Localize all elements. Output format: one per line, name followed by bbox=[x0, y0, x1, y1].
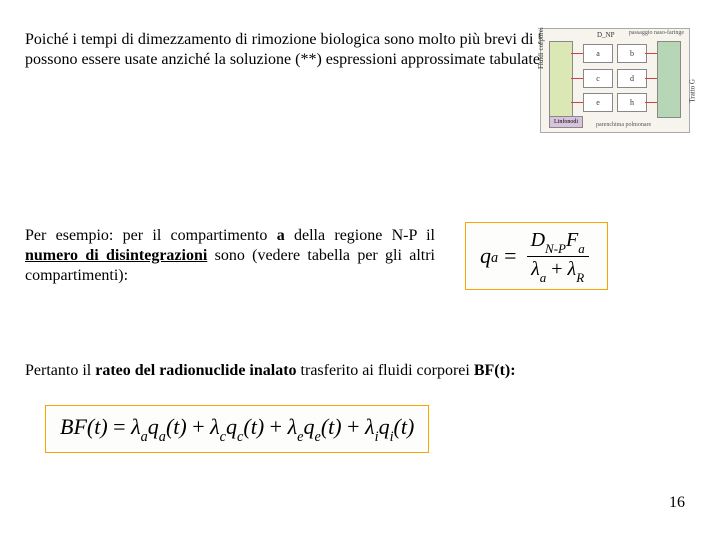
diagram-cell-c: c bbox=[583, 69, 613, 88]
para2-mid1: della regione N-P il bbox=[285, 227, 435, 244]
example-row: Per esempio: per il compartimento a dell… bbox=[25, 210, 695, 302]
f1-qa-sub: a bbox=[491, 250, 498, 267]
para3-bf: BF(t): bbox=[474, 362, 516, 379]
f1-eq: = bbox=[504, 243, 516, 269]
diagram-bottom-mid: parenchima polmonare bbox=[596, 122, 651, 128]
diagram-cell-a: a bbox=[583, 44, 613, 63]
rateo-paragraph: Pertanto il rateo del radionuclide inala… bbox=[25, 361, 516, 381]
para3-bold: rateo del radionuclide inalato bbox=[95, 362, 296, 379]
page-number: 16 bbox=[669, 494, 685, 512]
diagram-cell-d: d bbox=[617, 69, 647, 88]
diagram-left-col bbox=[549, 41, 573, 118]
diagram-left-label: Fluidi corporei bbox=[537, 27, 545, 69]
f1-den-a: a bbox=[540, 270, 547, 285]
f1-num-D: D bbox=[531, 229, 545, 251]
formula-qa: qa = DN-PFa λa + λR bbox=[465, 222, 608, 290]
diagram-bottom-left: Linfonodi bbox=[549, 116, 583, 128]
f1-fraction: DN-PFa λa + λR bbox=[527, 229, 589, 283]
diagram-cell-h: h bbox=[617, 93, 647, 112]
f1-den: λa + λR bbox=[527, 257, 588, 283]
para2-underline: numero di disintegrazioni bbox=[25, 247, 207, 264]
para3-mid: trasferito ai fluidi corporei bbox=[297, 362, 474, 379]
f1-den-l2: λ bbox=[568, 258, 577, 280]
f1-den-R: R bbox=[576, 270, 584, 285]
example-paragraph: Per esempio: per il compartimento a dell… bbox=[25, 226, 435, 286]
f1-num-F: F bbox=[566, 229, 578, 251]
diagram-cell-e: e bbox=[583, 93, 613, 112]
para2-pre: Per esempio: per il compartimento bbox=[25, 227, 277, 244]
diagram-right-col bbox=[657, 41, 681, 118]
diagram-right-label: Tratto G bbox=[689, 79, 697, 103]
intro-paragraph: Poiché i tempi di dimezzamento di rimozi… bbox=[25, 30, 585, 70]
f1-den-l1: λ bbox=[531, 258, 540, 280]
f1-num-a: a bbox=[578, 241, 585, 256]
para2-bold-a: a bbox=[277, 227, 285, 244]
f1-num-NP: N-P bbox=[545, 241, 566, 256]
diagram-cell-b: b bbox=[617, 44, 647, 63]
page: Poiché i tempi di dimezzamento di rimozi… bbox=[0, 0, 720, 540]
diagram-top-label: passaggio naso-faringe bbox=[629, 30, 684, 36]
formula-bf: BF(t) = λaqa(t) + λcqc(t) + λeqe(t) + λi… bbox=[45, 405, 429, 453]
f1-den-plus: + bbox=[546, 258, 567, 280]
diagram-np-label: D_NP bbox=[597, 31, 615, 39]
f1-num: DN-PFa bbox=[527, 229, 589, 256]
para3-pre: Pertanto il bbox=[25, 362, 95, 379]
compartment-diagram: passaggio naso-faringe D_NP Fluidi corpo… bbox=[540, 28, 690, 133]
f1-q: q bbox=[480, 243, 491, 269]
